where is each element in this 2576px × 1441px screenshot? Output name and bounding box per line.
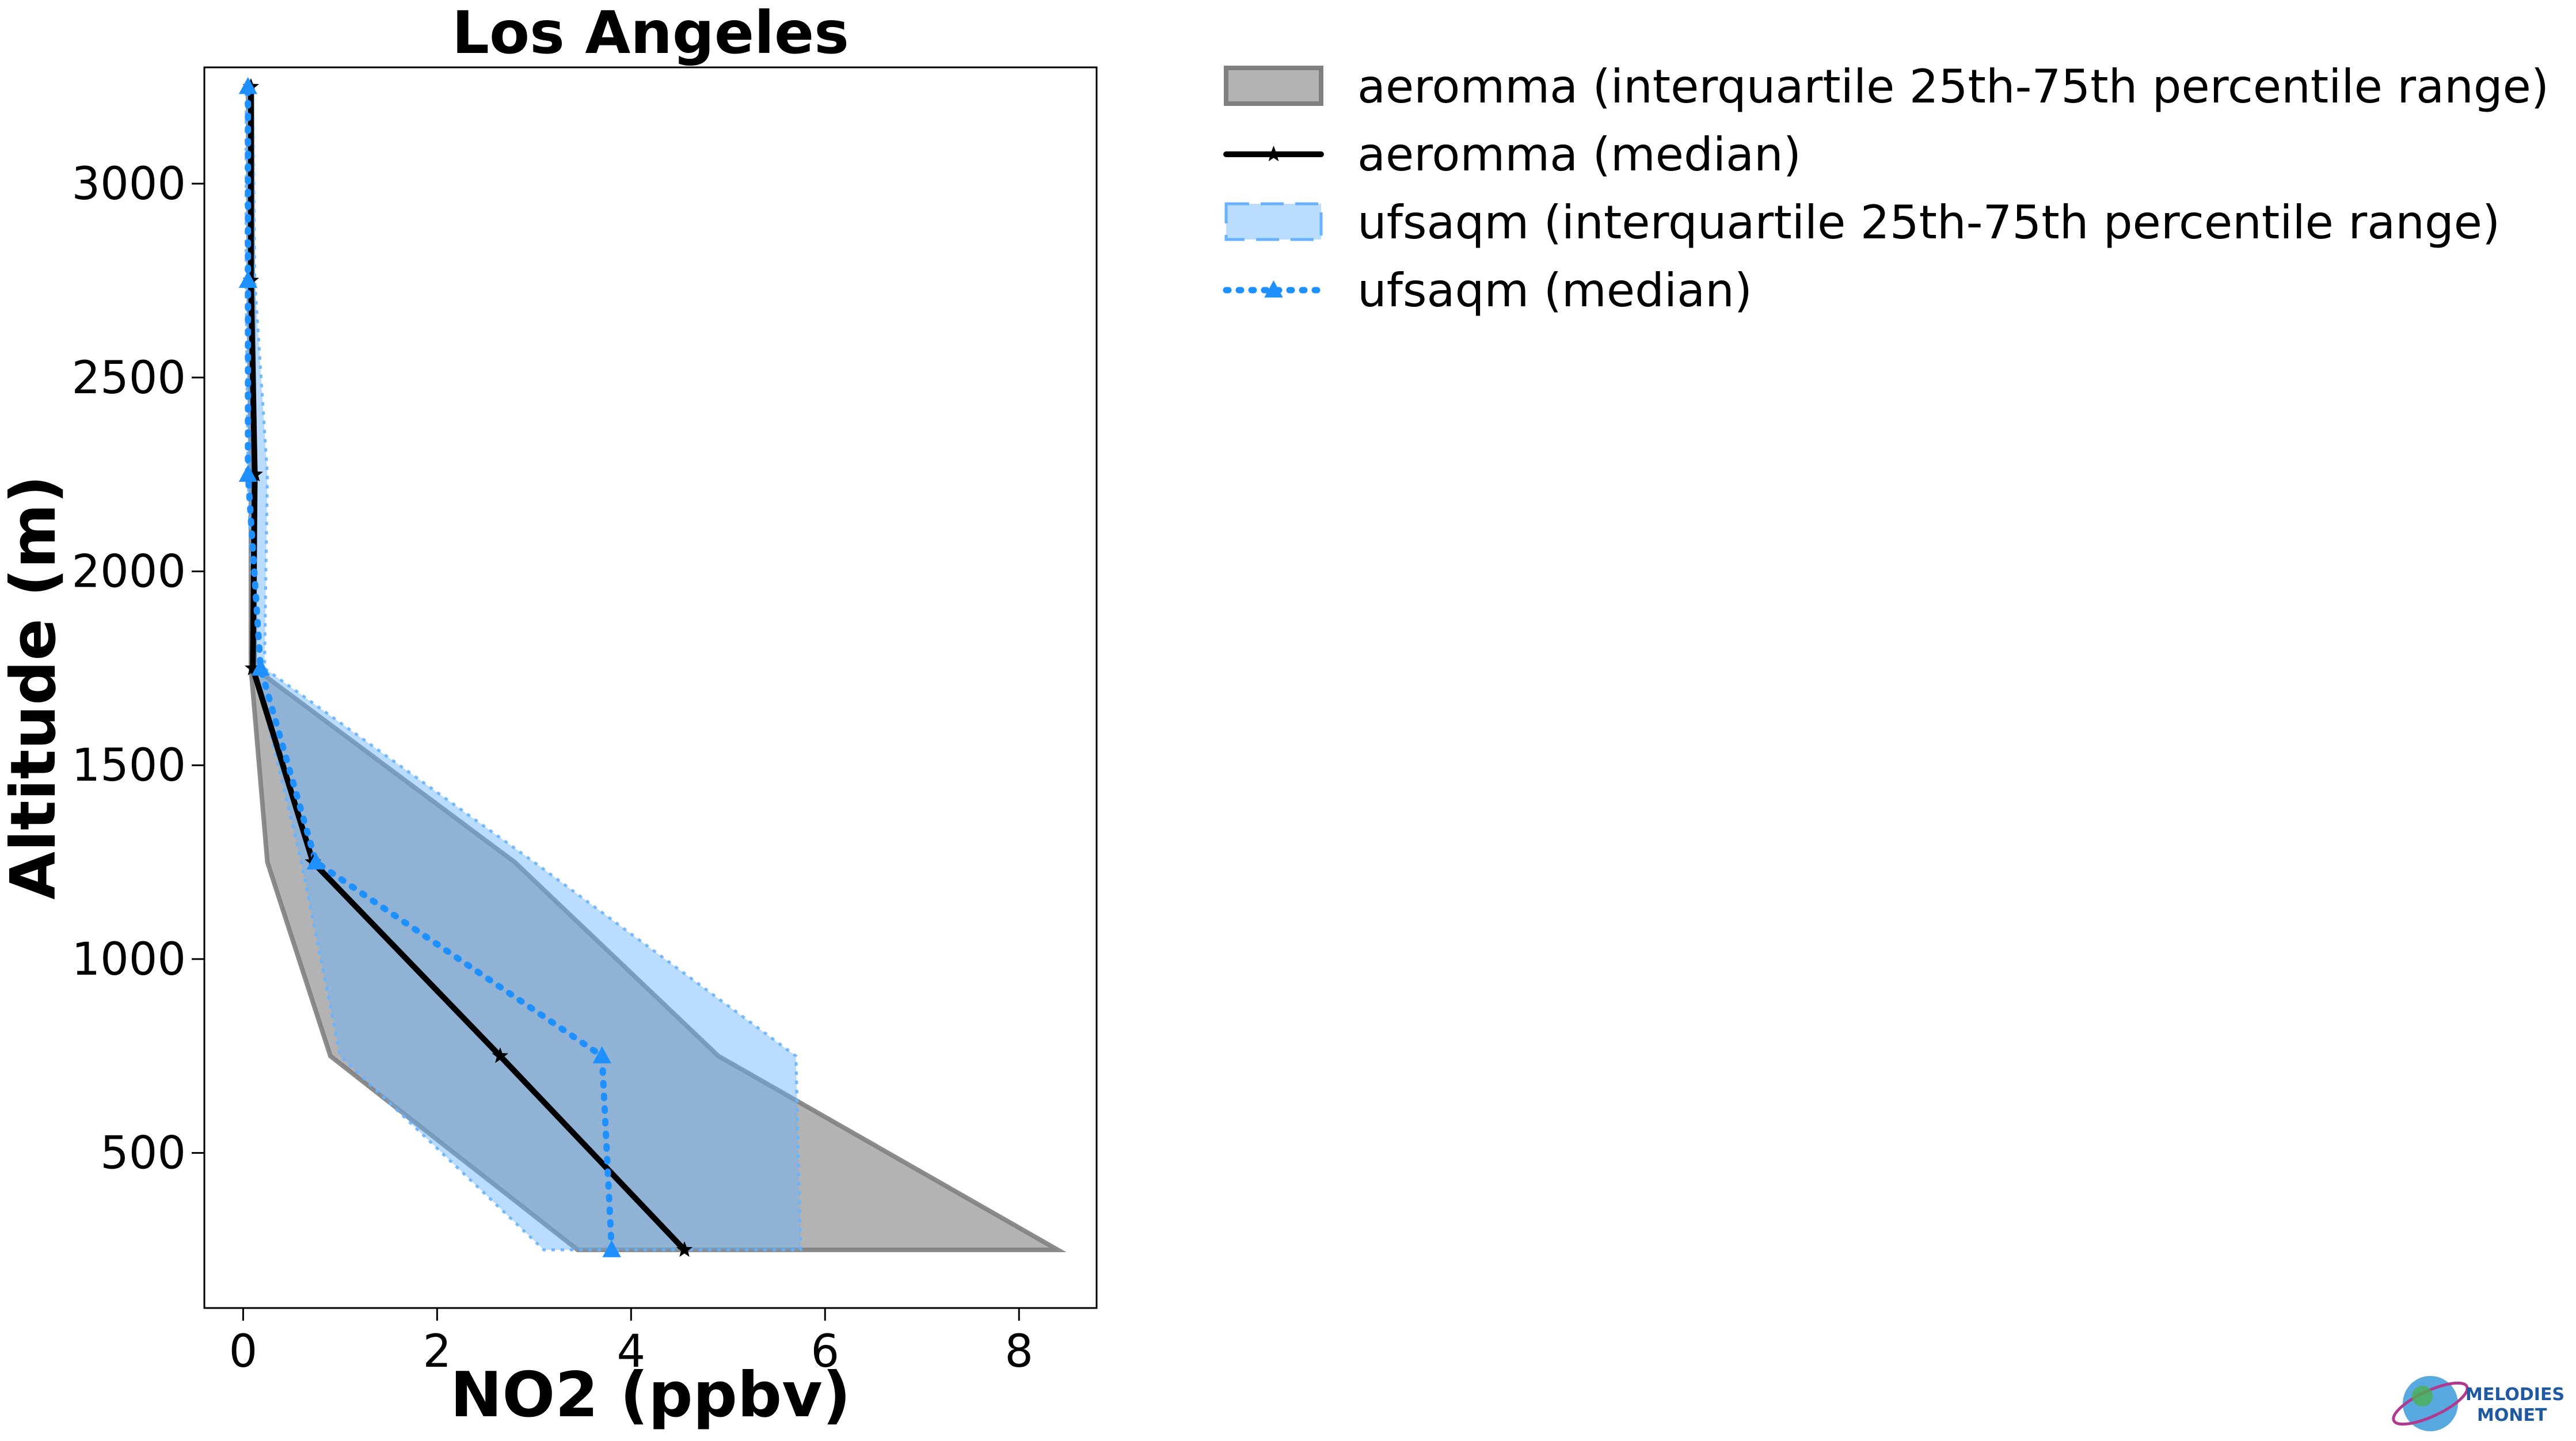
globe-land-icon — [2412, 1386, 2433, 1406]
legend-label: aeromma (median) — [1357, 128, 1801, 181]
triangle-marker — [251, 658, 270, 676]
chart-title: Los Angeles — [452, 0, 849, 67]
legend: aeromma (interquartile 25th-75th percent… — [1223, 60, 2549, 317]
triangle-marker — [238, 465, 257, 482]
y-tick-label: 500 — [100, 1128, 186, 1180]
legend-label: ufsaqm (interquartile 25th-75th percenti… — [1357, 196, 2500, 249]
triangle-marker — [602, 1240, 621, 1257]
star-marker — [246, 466, 263, 482]
y-tick-label: 2000 — [71, 546, 186, 598]
plot-area-frame — [203, 66, 1098, 1309]
x-axis-label: NO2 (ppbv) — [450, 1359, 851, 1431]
star-marker — [245, 659, 261, 675]
y-axis-label: Altitude (m) — [0, 475, 70, 899]
x-tick-label: 0 — [229, 1326, 258, 1378]
triangle-marker — [592, 1046, 611, 1063]
median-markers — [238, 77, 693, 1257]
y-tick-label: 1000 — [71, 934, 186, 986]
logo-text-line2: MONET — [2477, 1405, 2547, 1425]
iqr-bands — [244, 84, 1067, 1252]
y-tick-label: 2500 — [71, 352, 186, 404]
triangle-marker — [306, 852, 325, 870]
triangle-marker — [238, 271, 257, 288]
x-tick-label: 6 — [811, 1326, 839, 1378]
legend-label: aeromma (interquartile 25th-75th percent… — [1357, 60, 2549, 113]
y-tick-label: 1500 — [71, 740, 186, 792]
melodies-monet-logo: MELODIES MONET — [2392, 1376, 2564, 1431]
legend-star-marker — [1265, 146, 1282, 162]
star-marker — [676, 1241, 693, 1257]
iqr-band-2 — [244, 85, 802, 1252]
logo-text-line1: MELODIES — [2465, 1385, 2564, 1405]
star-marker — [492, 1047, 509, 1063]
x-tick-label: 8 — [1004, 1326, 1033, 1378]
y-tick-label: 3000 — [71, 158, 186, 210]
x-tick-label: 2 — [423, 1326, 452, 1378]
legend-triangle-marker — [1264, 280, 1283, 298]
triangle-marker — [238, 77, 257, 94]
legend-swatch-band — [1224, 202, 1323, 241]
x-tick-label: 4 — [617, 1326, 645, 1378]
legend-swatch-band — [1224, 66, 1323, 106]
y-axis-ticks: 500 1000 1500 2000 2500 3000 — [71, 158, 204, 1180]
x-axis-ticks: 0 2 4 6 8 — [229, 1308, 1033, 1378]
legend-label: ufsaqm (median) — [1357, 264, 1752, 317]
